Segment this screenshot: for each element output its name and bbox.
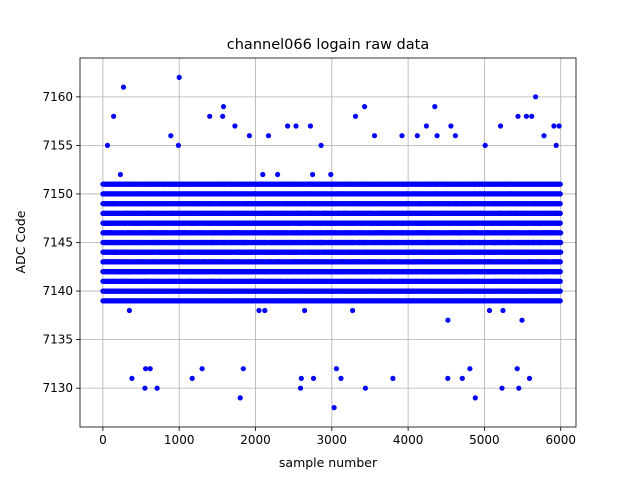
data-point xyxy=(275,172,280,177)
data-point xyxy=(310,172,315,177)
data-point xyxy=(118,172,123,177)
data-point xyxy=(256,308,261,313)
data-point xyxy=(558,289,563,294)
data-point xyxy=(302,308,307,313)
data-point xyxy=(500,308,505,313)
data-point xyxy=(262,308,267,313)
data-point xyxy=(519,318,524,323)
data-point xyxy=(127,308,132,313)
data-point xyxy=(328,172,333,177)
data-point xyxy=(260,172,265,177)
data-point xyxy=(445,318,450,323)
data-point xyxy=(558,298,563,303)
data-point xyxy=(350,308,355,313)
data-point xyxy=(487,308,492,313)
